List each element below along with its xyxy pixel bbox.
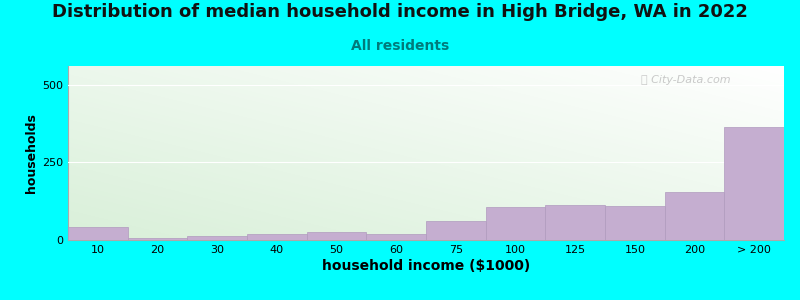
Bar [546, 205, 605, 240]
Bar [665, 192, 724, 240]
Bar [366, 234, 426, 240]
Bar [306, 232, 366, 240]
X-axis label: household income ($1000): household income ($1000) [322, 259, 530, 273]
Bar [187, 236, 247, 240]
Text: ⓘ City-Data.com: ⓘ City-Data.com [641, 75, 730, 85]
Bar [426, 221, 486, 240]
Bar [128, 238, 187, 240]
Bar [724, 127, 784, 240]
Bar [68, 227, 128, 240]
Bar [486, 207, 546, 240]
Bar [247, 234, 306, 240]
Text: All residents: All residents [351, 39, 449, 53]
Text: Distribution of median household income in High Bridge, WA in 2022: Distribution of median household income … [52, 3, 748, 21]
Y-axis label: households: households [25, 113, 38, 193]
Bar [605, 206, 665, 240]
